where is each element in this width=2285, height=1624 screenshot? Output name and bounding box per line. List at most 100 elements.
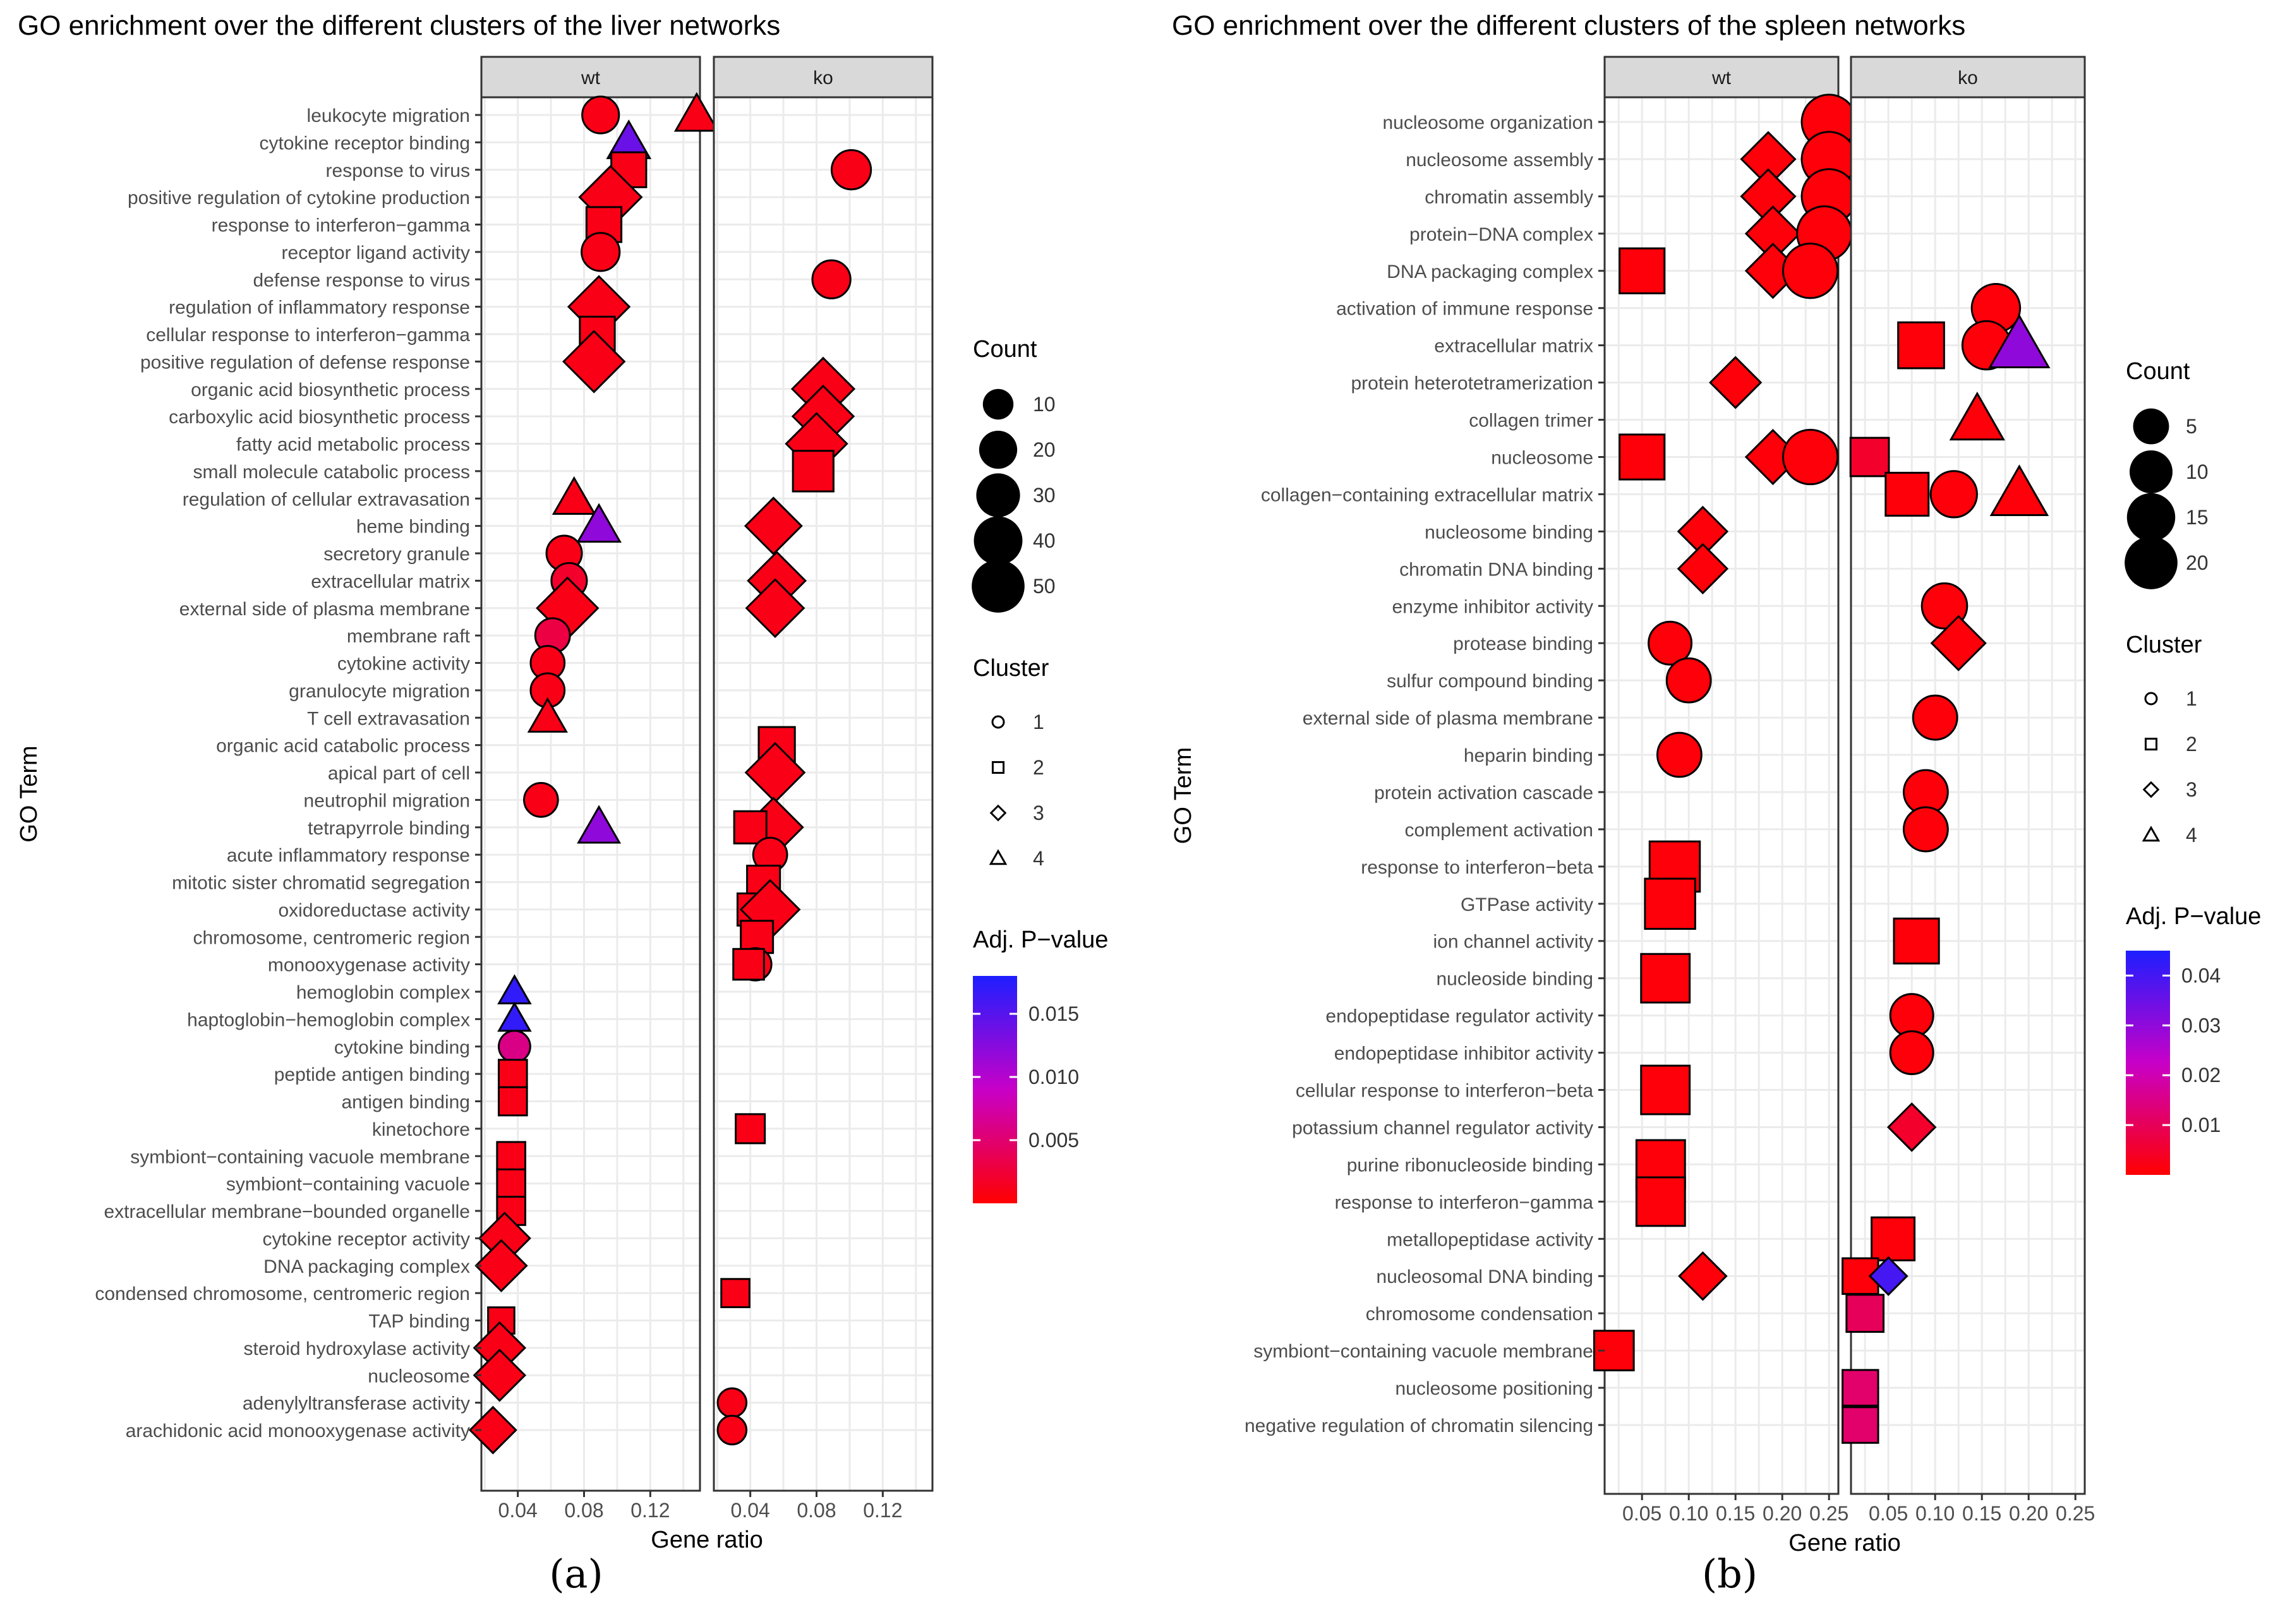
data-point <box>1871 1216 1916 1261</box>
cluster-legend-key <box>2144 737 2158 751</box>
go-term-label: condensed chromosome, centromeric region <box>95 1284 470 1304</box>
data-point <box>1678 1251 1728 1301</box>
go-term-label: regulation of inflammatory response <box>169 298 470 318</box>
data-point <box>473 1349 527 1402</box>
count-legend-label: 30 <box>1033 484 1056 507</box>
cluster-legend-label: 3 <box>1033 802 1044 824</box>
data-point <box>811 259 852 299</box>
data-point <box>1889 1030 1934 1076</box>
go-term-label: hemoglobin complex <box>296 982 470 1003</box>
go-term-label: positive regulation of cytokine producti… <box>128 188 470 208</box>
data-point <box>497 1030 531 1064</box>
go-term-label: purine ribonucleoside binding <box>1347 1155 1593 1176</box>
go-term-label: ion channel activity <box>1433 932 1593 953</box>
go-term-label: positive regulation of defense response <box>140 352 470 373</box>
data-point <box>1782 243 1839 299</box>
x-axis-title: Gene ratio <box>651 1527 763 1553</box>
data-point <box>1648 620 1693 666</box>
x-tick-label: 0.04 <box>498 1499 538 1522</box>
go-term-label: antigen binding <box>341 1092 470 1113</box>
count-legend-label: 10 <box>1033 393 1056 416</box>
data-point <box>716 1414 748 1446</box>
count-legend-key <box>979 430 1018 469</box>
x-tick-label: 0.15 <box>1716 1502 1755 1525</box>
legend-spleen: Count 5 10 15 20 Cluster 1 2 3 4 Adj. P−value 0.01 0… <box>2125 358 2261 1175</box>
go-term-label: chromatin DNA binding <box>1399 559 1593 580</box>
subfigure-label-a: (a) <box>549 1551 603 1597</box>
go-term-label: nucleosome binding <box>1425 522 1593 543</box>
go-term-label: cytokine binding <box>334 1037 470 1058</box>
data-point <box>468 1405 517 1455</box>
data-point <box>830 149 872 191</box>
go-term-label: nucleosome <box>368 1366 470 1386</box>
colorbar-tick-label: 0.010 <box>1028 1066 1079 1088</box>
facet-strip-label: wt <box>581 68 601 88</box>
go-term-label: defense response to virus <box>253 270 470 291</box>
go-term-label: secretory granule <box>323 544 470 565</box>
count-legend-key <box>2125 536 2178 589</box>
count-legend-label: 20 <box>2186 551 2209 574</box>
data-point <box>1903 806 1949 853</box>
go-term-label: nucleosome positioning <box>1395 1378 1593 1399</box>
data-point <box>1644 877 1696 930</box>
data-point <box>1619 433 1666 481</box>
pvalue-colorbar <box>2126 951 2170 1175</box>
go-term-label: symbiont−containing vacuole membrane <box>130 1146 470 1167</box>
data-point <box>1989 464 2049 517</box>
count-legend-key <box>2126 493 2176 542</box>
data-point <box>523 782 559 818</box>
data-point <box>1677 543 1729 595</box>
panel-background <box>1605 97 1838 1494</box>
y-axis-title: GO Term <box>16 745 42 842</box>
go-term-label: receptor ligand activity <box>282 243 470 263</box>
data-point <box>576 503 622 543</box>
x-tick-label: 0.04 <box>731 1499 770 1522</box>
go-term-label: chromosome, centromeric region <box>193 927 470 948</box>
go-term-label: protein−DNA complex <box>1409 224 1593 245</box>
cluster-legend-label: 4 <box>1033 847 1044 870</box>
go-term-label: negative regulation of chromatin silenci… <box>1245 1416 1593 1436</box>
go-term-label: monooxygenase activity <box>268 955 470 976</box>
cluster-legend-key <box>2142 781 2160 798</box>
go-term-label: leukocyte migration <box>307 105 470 126</box>
data-point <box>1635 1176 1686 1227</box>
go-term-label: endopeptidase inhibitor activity <box>1334 1044 1593 1064</box>
facet-strip <box>480 56 701 99</box>
cluster-legend-title: Cluster <box>2126 632 2202 658</box>
data-point <box>1988 314 2051 369</box>
go-term-label: cytokine receptor activity <box>263 1229 470 1249</box>
facet-panel-ko: ko 0.05 0.10 0.15 0.20 0.25 <box>1842 56 2095 1525</box>
go-term-label: nucleosome <box>1491 447 1593 468</box>
go-term-label: enzyme inhibitor activity <box>1392 596 1593 617</box>
data-point <box>732 947 765 981</box>
data-point <box>1782 428 1839 486</box>
facet-strip-label: ko <box>1958 68 1978 88</box>
facet-strip <box>1850 56 2086 99</box>
count-legend-key <box>982 388 1014 420</box>
cluster-legend-label: 2 <box>2186 733 2197 755</box>
count-legend-label: 50 <box>1033 575 1056 598</box>
data-point <box>735 1113 766 1145</box>
go-term-label: response to interferon−gamma <box>212 215 471 236</box>
go-term-label: oxidoreductase activity <box>279 900 471 921</box>
data-point <box>1886 1102 1937 1152</box>
go-term-label: potassium channel regulator activity <box>1292 1117 1593 1138</box>
go-term-label: kinetochore <box>372 1119 470 1140</box>
data-point <box>496 1168 527 1199</box>
x-tick-label: 0.20 <box>1763 1502 1802 1525</box>
data-point <box>716 1387 748 1418</box>
go-term-label: membrane raft <box>347 626 471 647</box>
x-tick-label: 0.05 <box>1622 1502 1661 1525</box>
colorbar-tick-label: 0.005 <box>1028 1129 1079 1152</box>
go-term-label: endopeptidase regulator activity <box>1325 1006 1593 1027</box>
count-legend-label: 40 <box>1033 529 1056 552</box>
data-point <box>527 697 568 733</box>
count-legend-key <box>972 560 1025 613</box>
go-term-label: neutrophil migration <box>304 790 470 811</box>
data-point <box>1709 356 1763 409</box>
cluster-legend-label: 1 <box>2186 687 2197 710</box>
data-point <box>1656 731 1703 778</box>
data-point <box>581 95 620 135</box>
data-point <box>552 476 596 515</box>
